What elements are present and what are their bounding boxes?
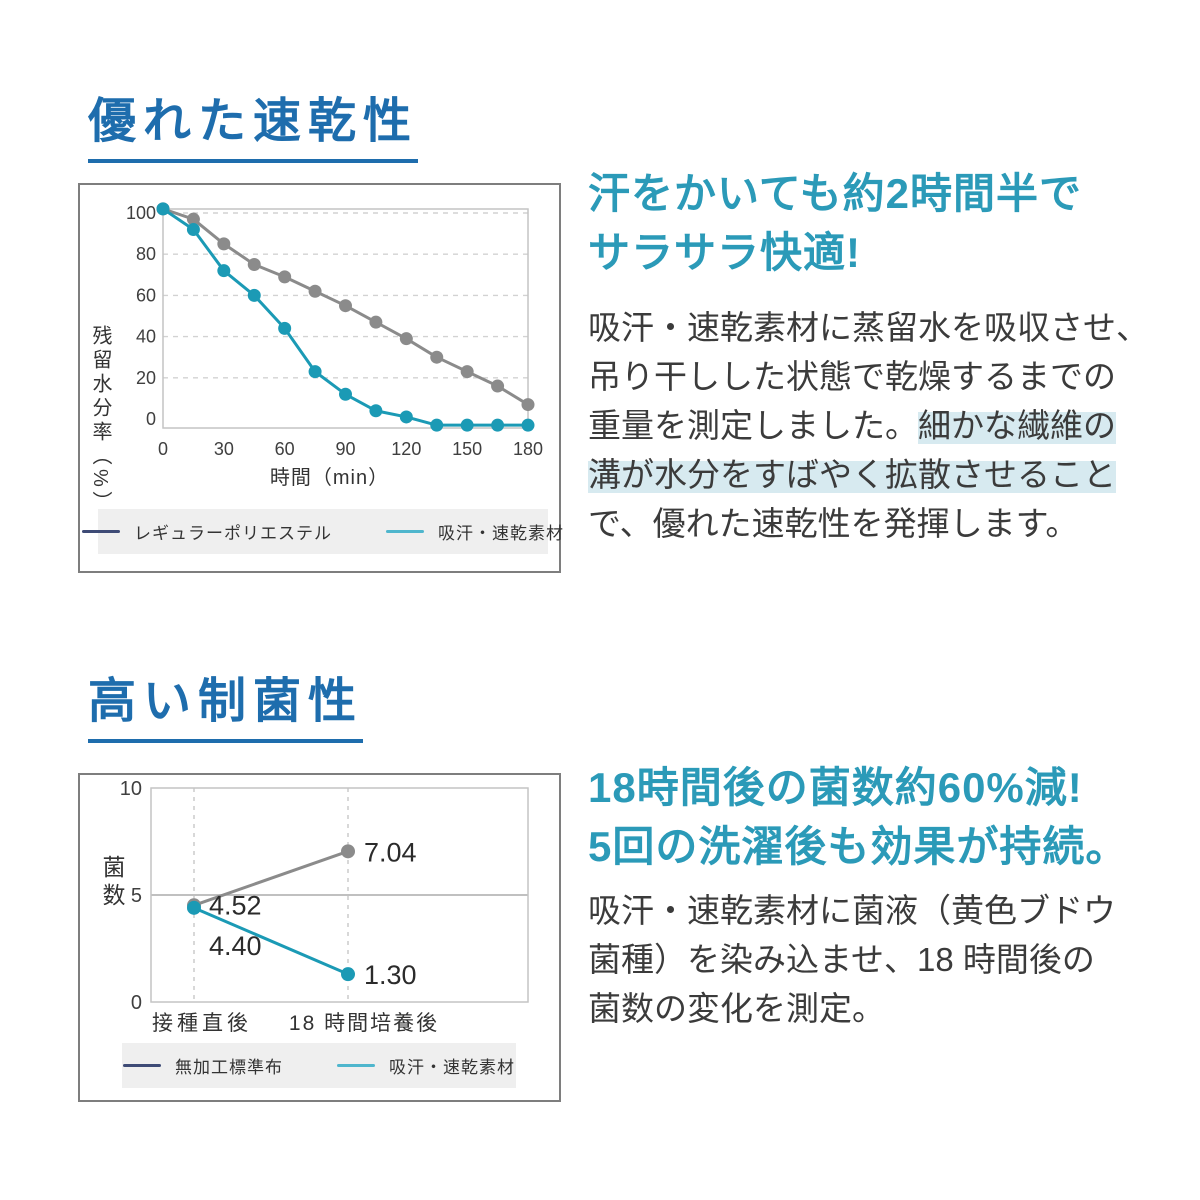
chart-text: 0 (146, 409, 156, 429)
chart-text: 4.40 (209, 931, 262, 961)
legend-label: 無加工標準布 (175, 1058, 283, 1077)
drying-chart-ylabel: 残留水分率（%） (89, 325, 111, 515)
legend-label: レギュラーポリエステル (134, 524, 332, 543)
highlighted-text: 溝が水分をすばやく拡散させること (588, 456, 1116, 493)
chart-text: 180 (513, 439, 543, 459)
chart-text: 100 (126, 203, 156, 223)
text-line: 吊り干しした状態で乾燥するまでの (588, 352, 1149, 401)
chart-text: 18 時間培養後 (289, 1012, 439, 1035)
text-segment: 菌数の変化を測定。 (588, 990, 885, 1027)
chart-text: 150 (452, 439, 482, 459)
text-line: 汗をかいても約2時間半で (588, 170, 1082, 217)
highlighted-text: 細かな繊維の (918, 407, 1116, 444)
chart-text: 0 (131, 992, 142, 1014)
chart-text: 4.52 (209, 890, 262, 920)
drying-line-chart: 0 20 40 60 80 100 0 30 60 90 120 150 180 時間（min） (126, 202, 543, 489)
drying-chart-legend: レギュラーポリエステル 吸汗・速乾素材 (82, 509, 563, 554)
chart-text: 120 (391, 439, 421, 459)
text-line: 18時間後の菌数約60%減! (588, 764, 1083, 811)
text-segment: 吊り干しした状態で乾燥するまでの (588, 358, 1116, 395)
legend-line-swatch (337, 1064, 375, 1067)
drying-chart-card: 0 20 40 60 80 100 0 30 60 90 120 150 180 時間（min） 残留水分… (78, 183, 563, 573)
legend-item: レギュラーポリエステル (82, 519, 332, 544)
text-segment: 菌種）を染み込ませ、18 時間後の (588, 941, 1095, 978)
section2-headline: 18時間後の菌数約60%減! 5回の洗濯後も効果が持続。 (588, 758, 1128, 876)
text-segment: 吸汗・速乾素材に菌液（黄色ブドウ (588, 892, 1116, 929)
text-segment: で、優れた速乾性を発揮します。 (588, 505, 1079, 542)
antibacterial-chart-ylabel: 菌数 (99, 855, 125, 911)
chart-text: 40 (136, 327, 156, 347)
text-line: で、優れた速乾性を発揮します。 (588, 499, 1149, 548)
section1-title: 優れた速乾性 (88, 92, 419, 163)
text-segment: 重量を測定しました。 (588, 407, 918, 444)
chart-text: 1.30 (364, 960, 417, 990)
legend-line-swatch (386, 530, 424, 533)
chart-text: 20 (136, 368, 156, 388)
antibacterial-line-chart: 0 5 10 接種直後 18 時間培養後 4.52 7.04 4.40 1.30 (120, 778, 529, 1035)
section1-body: 吸汗・速乾素材に蒸留水を吸収させ、 吊り干しした状態で乾燥するまでの 重量を測定しま… (588, 303, 1149, 548)
text-line: 菌種）を染み込ませ、18 時間後の (588, 935, 1116, 984)
text-line: 重量を測定しました。細かな繊維の (588, 401, 1149, 450)
section2-body: 吸汗・速乾素材に菌液（黄色ブドウ 菌種）を染み込ませ、18 時間後の 菌数の変化を測… (588, 886, 1116, 1033)
text-line: 溝が水分をすばやく拡散させること (588, 450, 1149, 499)
chart-text: 60 (275, 439, 295, 459)
text-line: 吸汗・速乾素材に蒸留水を吸収させ、 (588, 303, 1149, 352)
chart-text: 7.04 (364, 837, 417, 867)
legend-line-swatch (123, 1064, 161, 1067)
section2-title: 高い制菌性 (88, 672, 364, 743)
legend-line-swatch (82, 530, 120, 533)
chart-text: 接種直後 (152, 1012, 252, 1035)
legend-label: 吸汗・速乾素材 (438, 524, 564, 543)
text-line: サラサラ快適! (588, 229, 861, 276)
text-line: 吸汗・速乾素材に菌液（黄色ブドウ (588, 886, 1116, 935)
chart-text: 90 (335, 439, 355, 459)
text-line: 5回の洗濯後も効果が持続。 (588, 823, 1129, 870)
text-line: 菌数の変化を測定。 (588, 984, 1116, 1033)
chart-text: 時間（min） (270, 466, 389, 489)
legend-label: 吸汗・速乾素材 (389, 1058, 515, 1077)
antibacterial-chart-legend: 無加工標準布 吸汗・速乾素材 (122, 1043, 516, 1088)
chart-text: 30 (214, 439, 234, 459)
chart-text: 0 (158, 439, 168, 459)
legend-item: 吸汗・速乾素材 (386, 519, 564, 544)
chart-text: 10 (120, 778, 142, 800)
section1-headline: 汗をかいても約2時間半で サラサラ快適! (588, 164, 1082, 282)
text-segment: 吸汗・速乾素材に蒸留水を吸収させ、 (588, 309, 1149, 346)
chart-text: 80 (136, 244, 156, 264)
chart-text: 5 (131, 885, 142, 907)
legend-item: 吸汗・速乾素材 (337, 1053, 515, 1078)
antibacterial-chart-card: 0 5 10 接種直後 18 時間培養後 4.52 7.04 4.40 1.30 菌数 無加工標… (78, 773, 561, 1102)
legend-item: 無加工標準布 (123, 1053, 283, 1078)
chart-text: 60 (136, 285, 156, 305)
